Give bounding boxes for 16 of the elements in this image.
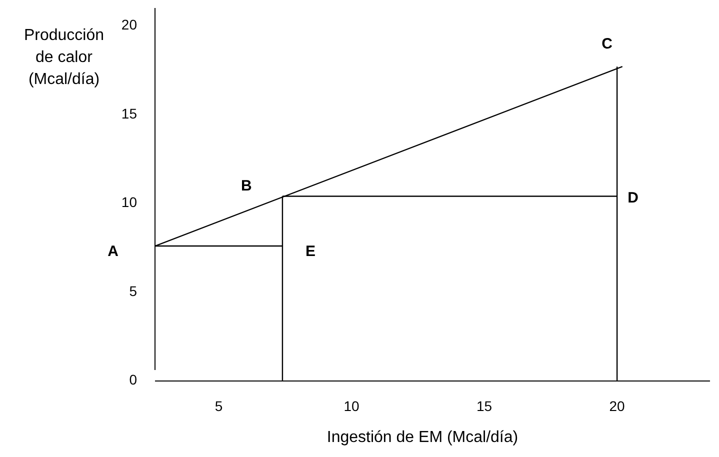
y-tick-label: 10 <box>121 194 138 210</box>
annotation: B <box>241 177 252 194</box>
y-tick-label: 15 <box>121 105 138 122</box>
x-tick-label: 20 <box>609 398 626 414</box>
annotation: D <box>628 189 639 206</box>
x-axis-title: Ingestión de EM (Mcal/día) <box>326 429 518 446</box>
y-axis-title: Producción de calor (Mcal/día) <box>24 27 104 88</box>
y-tick-label: 20 <box>121 16 138 32</box>
y-tick-label: 0 <box>129 372 138 388</box>
annotation: C <box>602 36 613 53</box>
annotation: A <box>108 243 119 260</box>
y-tick-label: 5 <box>129 282 138 299</box>
x-tick-label: 5 <box>214 398 223 414</box>
annotation: E <box>305 243 316 260</box>
x-tick-label: 10 <box>344 398 360 414</box>
x-tick-label: 15 <box>476 398 492 414</box>
